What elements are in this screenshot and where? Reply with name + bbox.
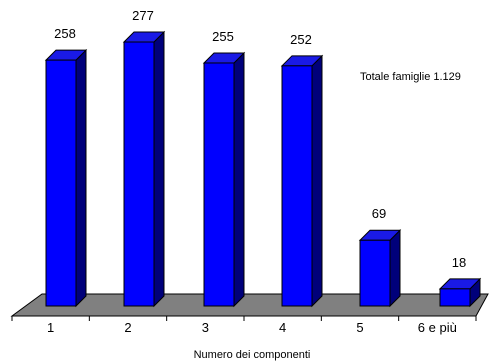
bar-value-label: 277 <box>132 8 154 23</box>
x-tick-label: 3 <box>202 320 209 335</box>
bar <box>44 48 88 308</box>
bar-value-label: 18 <box>452 255 466 270</box>
bar-side <box>311 54 323 308</box>
bar-value-label: 255 <box>212 29 234 44</box>
bar-front <box>203 62 235 307</box>
x-ticks-group: 1 2 3 4 5 6 e più <box>11 316 477 335</box>
x-tick-label: 5 <box>356 320 363 335</box>
bars-group: 258 277 255 252 69 18 <box>44 8 482 308</box>
bar-value-label: 252 <box>290 32 312 47</box>
bar-side <box>389 229 401 308</box>
bar-front <box>359 239 391 307</box>
bar-value-label: 258 <box>54 26 76 41</box>
bar <box>438 277 482 308</box>
bar-front <box>281 65 313 307</box>
x-tick-label: 1 <box>47 320 54 335</box>
bar-value-label: 69 <box>372 206 386 221</box>
bar <box>202 51 246 308</box>
bar <box>358 229 402 308</box>
bar-side <box>75 48 87 308</box>
total-annotation: Totale famiglie 1.129 <box>360 71 461 83</box>
bar <box>122 30 166 308</box>
x-tick-label: 4 <box>279 320 286 335</box>
bar-front <box>439 288 471 307</box>
bar <box>280 54 324 308</box>
x-axis-label: Numero dei componenti <box>194 349 311 361</box>
x-tick-label: 6 e più <box>418 320 457 335</box>
x-tick-label: 2 <box>124 320 131 335</box>
bar-side <box>153 30 165 308</box>
bar-front <box>123 41 155 307</box>
bar-side <box>233 51 245 308</box>
bar-front <box>45 59 77 307</box>
